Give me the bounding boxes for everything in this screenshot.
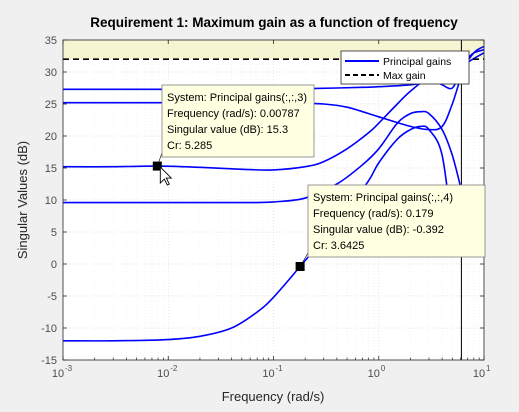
x-tick-label: 10: [473, 368, 485, 380]
datatip-line: System: Principal gains(:,:,3): [167, 92, 307, 104]
y-tick-label: -10: [41, 323, 57, 335]
x-tick-exponent: -1: [276, 364, 284, 373]
series-line-3[interactable]: [62, 45, 485, 171]
x-tick-label: 10: [157, 368, 169, 380]
y-axis-label: Singular Values (dB): [15, 141, 30, 259]
y-tick-label: 20: [45, 131, 57, 143]
x-axis-label: Frequency (rad/s): [222, 389, 325, 404]
y-tick-label: 30: [45, 67, 57, 79]
datatip-marker[interactable]: [295, 262, 305, 272]
chart-title: Requirement 1: Maximum gain as a functio…: [90, 15, 458, 30]
y-tick-label: -5: [47, 291, 57, 303]
x-tick-label: 10: [52, 368, 64, 380]
x-tick-exponent: -2: [170, 364, 178, 373]
datatip-line: Singular value (dB): 15.3: [167, 124, 288, 136]
datatip-line: Cr: 5.285: [167, 140, 212, 152]
datatip-line: Singular value (dB): -0.392: [313, 224, 444, 236]
legend-label-2: Max gain: [383, 70, 426, 82]
datatip-line: Cr: 3.6425: [313, 240, 364, 252]
datatip-box: [161, 84, 315, 158]
datatip-line: Frequency (rad/s): 0.179: [313, 208, 433, 220]
datatip-box: [307, 184, 486, 258]
legend-label-1: Principal gains: [383, 56, 451, 68]
x-tick-exponent: 0: [381, 364, 386, 373]
y-tick-label: 25: [45, 99, 57, 111]
legend: Principal gains Max gain: [340, 50, 470, 85]
series-line-4[interactable]: [63, 110, 462, 204]
datatip-marker[interactable]: [152, 161, 162, 171]
y-tick-label: 35: [45, 35, 57, 47]
y-tick-label: -15: [41, 355, 57, 367]
x-tick-label: 10: [262, 368, 274, 380]
datatip-line: Frequency (rad/s): 0.00787: [167, 108, 300, 120]
x-tick-exponent: -3: [65, 364, 73, 373]
datatip-line: System: Principal gains(:,:,4): [313, 192, 453, 204]
y-tick-label: 10: [45, 195, 57, 207]
datatip-2[interactable]: System: Principal gains(:,:,4) Frequency …: [295, 184, 486, 272]
mouse-cursor-icon: [159, 165, 173, 186]
y-tick-label: 15: [45, 163, 57, 175]
datatip-1[interactable]: System: Principal gains(:,:,3) Frequency …: [152, 84, 315, 171]
x-tick-exponent: 1: [486, 364, 491, 373]
x-tick-label: 10: [368, 368, 380, 380]
y-tick-label: 0: [51, 259, 57, 271]
legend-box: [340, 50, 470, 85]
y-tick-label: 5: [51, 227, 57, 239]
